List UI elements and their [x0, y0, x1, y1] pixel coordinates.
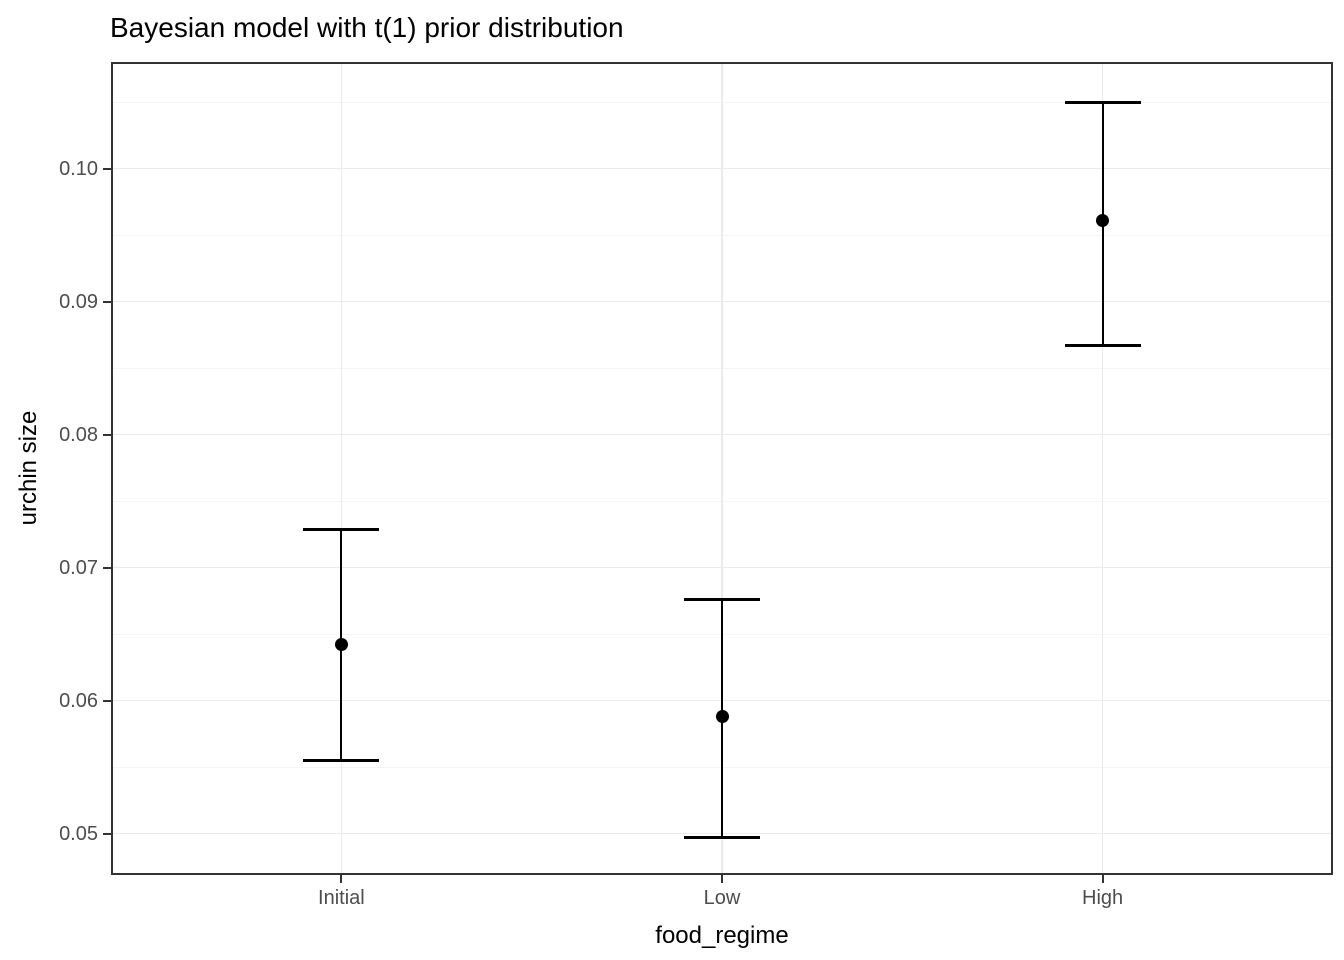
errorbar-initial-upper-cap: [303, 527, 380, 531]
errorbar-high-lower-cap: [1064, 344, 1141, 348]
x-axis-title: food_regime: [655, 922, 789, 949]
x-axis-tick-label: Initial: [318, 887, 365, 909]
x-axis-tick: [340, 875, 343, 883]
y-axis-tick-label: 0.09: [59, 290, 98, 313]
y-axis-tick: [103, 699, 111, 702]
point-high: [1096, 214, 1110, 228]
x-axis-tick: [721, 875, 723, 883]
y-axis-tick: [103, 832, 111, 835]
point-low: [715, 710, 729, 724]
y-axis-tick-label: 0.07: [59, 556, 98, 579]
plot-title: Bayesian model with t(1) prior distribut…: [110, 12, 624, 43]
y-axis-tick-label: 0.06: [59, 689, 98, 712]
gridline-major-x: [1101, 64, 1104, 873]
x-axis-tick-label: Low: [703, 887, 741, 909]
errorbar-high-upper-cap: [1064, 100, 1141, 104]
gridline-major-x: [340, 64, 343, 873]
point-initial: [334, 638, 348, 652]
errorbar-initial-lower-cap: [303, 758, 380, 762]
gridline-major-x: [721, 64, 723, 873]
plot-panel: food_regime urchin size 0.05 0.06 0.07 0.08…: [15, 62, 1333, 949]
y-axis-tick: [103, 300, 111, 303]
y-axis-tick-label: 0.08: [59, 423, 98, 446]
errorbar-low-lower-cap: [684, 836, 760, 840]
y-axis-title: urchin size: [15, 410, 42, 526]
x-axis-tick-label: High: [1082, 887, 1124, 909]
y-axis-tick: [103, 167, 111, 170]
errorbar-low-upper-cap: [684, 598, 760, 602]
x-axis-tick: [1101, 875, 1104, 883]
y-axis-tick: [103, 433, 111, 436]
y-axis-tick-label: 0.10: [59, 157, 98, 180]
y-axis-tick-label: 0.05: [59, 822, 98, 845]
y-axis-tick: [103, 566, 111, 569]
